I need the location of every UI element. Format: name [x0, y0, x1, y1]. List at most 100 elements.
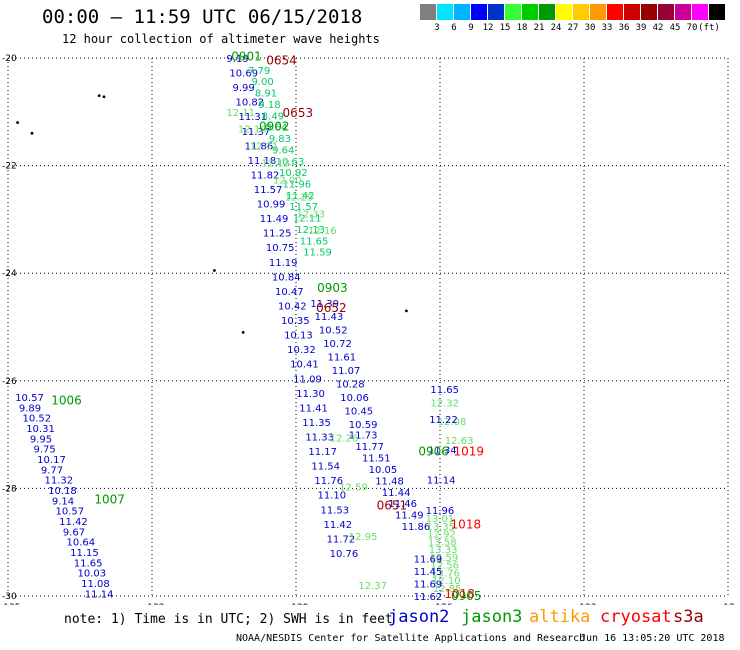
swh-value: 12.11: [250, 142, 279, 153]
swh-value: 11.76: [314, 476, 343, 487]
scale-label: 39: [635, 23, 647, 33]
swh-value: 11.07: [332, 366, 361, 377]
pass-time-label: 1006: [51, 394, 82, 408]
swh-value: 11.65: [430, 385, 459, 396]
map-grid: [7, 57, 729, 597]
scale-label: 12: [482, 23, 494, 33]
scale-swatch: [454, 4, 470, 20]
swh-value: 10.52: [23, 414, 52, 425]
swh-value: 12.10: [238, 125, 267, 136]
swh-value: 10.59: [349, 420, 378, 431]
swh-value: 12.95: [349, 532, 378, 543]
swh-value: 10.57: [55, 507, 84, 518]
swh-value: 11.14: [85, 589, 114, 600]
swh-value: 12.37: [358, 581, 387, 592]
lat-label: -20: [2, 54, 17, 64]
lon-label: -135: [0, 603, 20, 605]
scale-swatch: [607, 4, 623, 20]
swh-value: 11.25: [263, 229, 292, 240]
pass-time-label: 0652: [316, 301, 347, 315]
lat-label: -28: [2, 484, 17, 494]
lon-label: -129: [288, 603, 309, 605]
swh-value: 11.59: [303, 248, 332, 259]
swh-value: 10.13: [284, 331, 313, 342]
lon-label: -126: [432, 603, 453, 605]
island-dot: [405, 309, 408, 313]
swh-value: 10.17: [37, 455, 66, 466]
scale-swatch: [573, 4, 589, 20]
swh-value: 10.69: [229, 69, 258, 80]
swh-value: 11.54: [311, 462, 340, 473]
swh-value: 11.30: [296, 389, 325, 400]
swh-value: 11.42: [59, 517, 88, 528]
scale-label: 30: [584, 23, 596, 33]
pass-time-label: 0653: [283, 106, 314, 120]
swh-value: 11.61: [327, 353, 356, 364]
scale-swatch: [709, 4, 725, 20]
swh-value: 12.08: [438, 417, 467, 428]
scale-swatch: [641, 4, 657, 20]
swh-value: 10.63: [276, 157, 305, 168]
scale-swatch: [658, 4, 674, 20]
scale-swatch: [590, 4, 606, 20]
swh-value: 12.13: [296, 225, 325, 236]
swh-value: 9.19: [226, 54, 248, 65]
swh-value: 11.17: [308, 447, 337, 458]
pass-time-label: 0901: [231, 49, 262, 63]
swh-value: 11.39: [310, 299, 339, 310]
swh-value: 11.77: [355, 442, 384, 453]
island-dot: [213, 269, 216, 272]
swh-value: 13.76: [431, 568, 460, 579]
swh-value: 13.33: [429, 545, 458, 556]
scale-swatch: [692, 4, 708, 20]
swh-value: 10.35: [281, 316, 310, 327]
swh-value: 12.59: [339, 483, 368, 494]
scale-label: 27: [567, 23, 579, 33]
swh-value: 8.49: [262, 111, 284, 122]
swh-value: 10.18: [48, 486, 77, 497]
swh-value: 11.43: [315, 312, 344, 323]
scale-swatch: [539, 4, 555, 20]
swh-value: 8.64: [265, 123, 287, 134]
pass-time-label: 1018: [444, 587, 475, 601]
swh-value: 12.10: [432, 576, 461, 587]
swh-value: 11.22: [429, 415, 458, 426]
swh-value: 11.09: [293, 374, 322, 385]
swh-value: 11.65: [300, 236, 329, 247]
swh-value: 12.59: [430, 553, 459, 564]
swh-values: 9.19 10.69 9.99 10.82 11.31 11.37 11.86 11.18 11…: [15, 54, 473, 603]
axis-labels: -20 -22 -24 -26 -28 -30-135 -132 -129 -126 -123 -1…: [0, 54, 735, 605]
swh-value: 12.00: [273, 175, 302, 186]
credit-line: NOAA/NESDIS Center for Satellite Applica…: [236, 633, 586, 644]
island-dot: [102, 95, 106, 99]
swh-value: 10.28: [336, 379, 365, 390]
swh-value: 11.86: [402, 522, 431, 533]
swh-value: 12.56: [430, 561, 459, 572]
scale-label: 18: [516, 23, 528, 33]
swh-value: 11.15: [70, 548, 99, 559]
swh-value: 9.18: [258, 100, 280, 111]
swh-value: 10.57: [15, 393, 44, 404]
scale-label: 70: [686, 23, 698, 33]
swh-value: 11.31: [239, 112, 268, 123]
swh-value: 11.62: [414, 592, 443, 603]
swh-value: 11.35: [302, 418, 331, 429]
swh-value: 10.06: [340, 393, 369, 404]
scale-label: 42: [652, 23, 664, 33]
swh-value: 12.63: [445, 436, 474, 447]
swh-value: 10.64: [66, 538, 95, 549]
legend-cryosat: cryosat: [600, 607, 672, 627]
scale-label: 36: [618, 23, 630, 33]
pass-time-label: 1019: [453, 445, 484, 459]
swh-value: 11.33: [305, 432, 334, 443]
swh-value: 11.44: [382, 488, 411, 499]
swh-value: 10.99: [257, 200, 286, 211]
scale-swatch: [675, 4, 691, 20]
swh-value: 11.49: [395, 511, 424, 522]
map-title: 00:00 – 11:59 UTC 06/15/2018: [42, 6, 363, 28]
legend-s3a: s3a: [673, 607, 704, 627]
swh-value: 12.32: [430, 398, 459, 409]
swh-value: 7.79: [248, 66, 270, 77]
lat-label: -24: [2, 269, 17, 279]
